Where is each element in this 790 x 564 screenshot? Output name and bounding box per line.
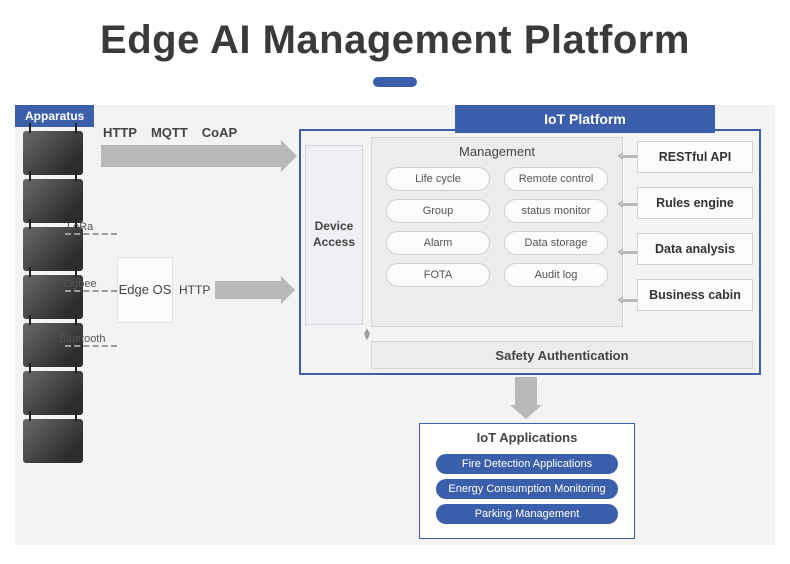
management-title: Management bbox=[372, 138, 622, 163]
edge-os-out-protocol: HTTP bbox=[179, 283, 210, 297]
wire-bluetooth: Bluetooth bbox=[65, 345, 117, 347]
mgmt-item: status monitor bbox=[504, 199, 608, 223]
arrow-icon bbox=[623, 155, 637, 158]
arrow-icon bbox=[623, 203, 637, 206]
management-box: Management Life cycle Remote control Gro… bbox=[371, 137, 623, 327]
side-services-column: RESTful API Rules engine Data analysis B… bbox=[637, 141, 753, 311]
protocol-label: MQTT bbox=[151, 125, 188, 140]
protocol-label: HTTP bbox=[103, 125, 137, 140]
app-item: Fire Detection Applications bbox=[436, 454, 618, 474]
device-icon bbox=[23, 179, 83, 223]
mgmt-item: Remote control bbox=[504, 167, 608, 191]
mgmt-item: Life cycle bbox=[386, 167, 490, 191]
arrow-icon bbox=[623, 251, 637, 254]
device-icon bbox=[23, 131, 83, 175]
diagram-canvas: Apparatus IoT Platform HTTP MQTT CoAP Lo… bbox=[15, 105, 775, 545]
arrow-platform-to-apps bbox=[515, 377, 537, 405]
mgmt-item: Audit log bbox=[504, 263, 608, 287]
app-item: Parking Management bbox=[436, 504, 618, 524]
device-icon bbox=[23, 371, 83, 415]
side-service: RESTful API bbox=[637, 141, 753, 173]
device-icon bbox=[23, 419, 83, 463]
arrow-icon bbox=[623, 299, 637, 302]
wire-zigbee: Zigbee bbox=[65, 290, 117, 292]
edge-os-box: Edge OS bbox=[117, 257, 173, 323]
top-protocols: HTTP MQTT CoAP bbox=[103, 125, 237, 140]
device-access-box: Device Access bbox=[305, 145, 363, 325]
zigbee-label: Zigbee bbox=[63, 278, 97, 290]
bluetooth-label: Bluetooth bbox=[59, 333, 105, 345]
iot-applications-box: IoT Applications Fire Detection Applicat… bbox=[419, 423, 635, 539]
arrow-edgeos-to-platform bbox=[215, 281, 281, 299]
bidir-arrow-icon: ▲▼ bbox=[362, 329, 372, 341]
protocol-label: CoAP bbox=[202, 125, 237, 140]
apparatus-label: Apparatus bbox=[15, 105, 94, 127]
wire-lora: LoRa bbox=[65, 233, 117, 235]
side-service: Rules engine bbox=[637, 187, 753, 219]
app-item: Energy Consumption Monitoring bbox=[436, 479, 618, 499]
mgmt-item: Data storage bbox=[504, 231, 608, 255]
arrow-devices-to-platform bbox=[101, 145, 281, 167]
side-service: Business cabin bbox=[637, 279, 753, 311]
side-service: Data analysis bbox=[637, 233, 753, 265]
page-title: Edge AI Management Platform bbox=[0, 0, 790, 63]
title-underline bbox=[373, 77, 417, 87]
apps-title: IoT Applications bbox=[420, 424, 634, 449]
device-column bbox=[15, 127, 93, 467]
mgmt-item: FOTA bbox=[386, 263, 490, 287]
lora-label: LoRa bbox=[67, 221, 93, 233]
safety-auth-box: Safety Authentication bbox=[371, 341, 753, 369]
mgmt-item: Group bbox=[386, 199, 490, 223]
mgmt-item: Alarm bbox=[386, 231, 490, 255]
